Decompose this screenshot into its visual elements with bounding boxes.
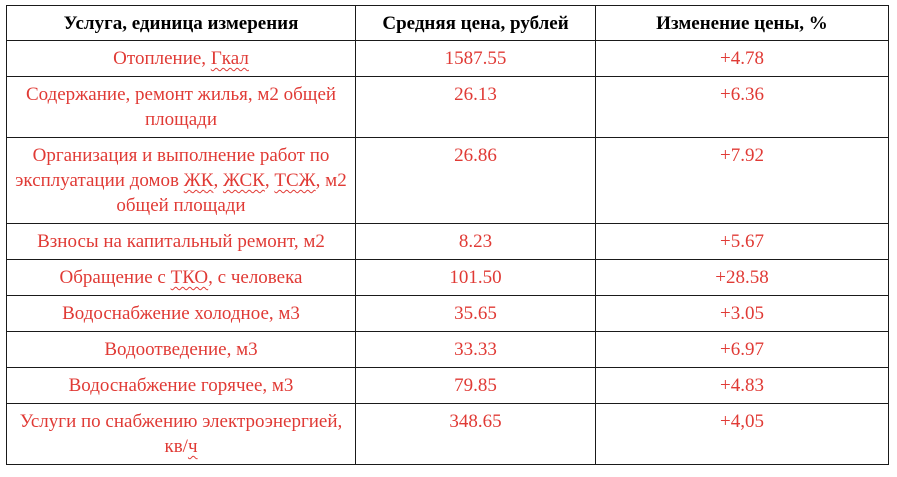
service-cell: Водоотведение, м3 (6, 331, 356, 368)
header-price: Средняя цена, рублей (355, 5, 596, 41)
change-cell: +4.83 (595, 367, 889, 404)
price-cell: 101.50 (355, 259, 596, 296)
table-row: Обращение с ТКО, с человека 101.50 +28.5… (6, 259, 889, 296)
service-cell: Отопление, Гкал (6, 40, 356, 77)
table-row: Отопление, Гкал 1587.55 +4.78 (6, 40, 889, 77)
table-row: Водоснабжение холодное, м3 35.65 +3.05 (6, 295, 889, 332)
price-cell: 79.85 (355, 367, 596, 404)
header-service: Услуга, единица измерения (6, 5, 356, 41)
service-cell: Взносы на капитальный ремонт, м2 (6, 223, 356, 260)
service-cell: Водоснабжение холодное, м3 (6, 295, 356, 332)
service-text: Организация и выполнение работ по эксплу… (15, 145, 330, 191)
price-cell: 26.86 (355, 137, 596, 224)
service-text: Обращение с (59, 267, 171, 288)
table-row: Водоотведение, м3 33.33 +6.97 (6, 331, 889, 368)
price-cell: 348.65 (355, 403, 596, 465)
service-text: ЖК (183, 170, 214, 191)
service-text: ч (187, 436, 198, 457)
service-text: ЖСК (222, 170, 265, 191)
service-text: Гкал (210, 48, 249, 69)
header-change: Изменение цены, % (595, 5, 889, 41)
service-text: ТКО (170, 267, 209, 288)
change-cell: +4.78 (595, 40, 889, 77)
price-cell: 8.23 (355, 223, 596, 260)
service-cell: Обращение с ТКО, с человека (6, 259, 356, 296)
change-cell: +6.97 (595, 331, 889, 368)
table-row: Организация и выполнение работ по эксплу… (6, 137, 889, 224)
service-text: , (264, 170, 275, 191)
service-text: ТСЖ (274, 170, 316, 191)
price-table: Услуга, единица измерения Средняя цена, … (6, 5, 889, 465)
change-cell: +5.67 (595, 223, 889, 260)
table-row: Взносы на капитальный ремонт, м2 8.23 +5… (6, 223, 889, 260)
service-text: Отопление, (113, 48, 211, 69)
service-text: Услуги по снабжению электроэнергией, кв/ (19, 411, 343, 457)
table-row: Услуги по снабжению электроэнергией, кв/… (6, 403, 889, 465)
change-cell: +4,05 (595, 403, 889, 465)
change-cell: +6.36 (595, 76, 889, 138)
service-text: , (213, 170, 223, 191)
table-row: Водоснабжение горячее, м3 79.85 +4.83 (6, 367, 889, 404)
price-cell: 35.65 (355, 295, 596, 332)
service-cell: Водоснабжение горячее, м3 (6, 367, 356, 404)
service-cell: Услуги по снабжению электроэнергией, кв/… (6, 403, 356, 465)
change-cell: +3.05 (595, 295, 889, 332)
service-text: , с человека (208, 267, 303, 288)
service-cell: Содержание, ремонт жилья, м2 общей площа… (6, 76, 356, 138)
price-cell: 26.13 (355, 76, 596, 138)
price-cell: 1587.55 (355, 40, 596, 77)
change-cell: +28.58 (595, 259, 889, 296)
header-row: Услуга, единица измерения Средняя цена, … (6, 5, 889, 41)
service-text: , м2 общей площади (116, 170, 347, 216)
table-row: Содержание, ремонт жилья, м2 общей площа… (6, 76, 889, 138)
change-cell: +7.92 (595, 137, 889, 224)
service-cell: Организация и выполнение работ по эксплу… (6, 137, 356, 224)
price-cell: 33.33 (355, 331, 596, 368)
